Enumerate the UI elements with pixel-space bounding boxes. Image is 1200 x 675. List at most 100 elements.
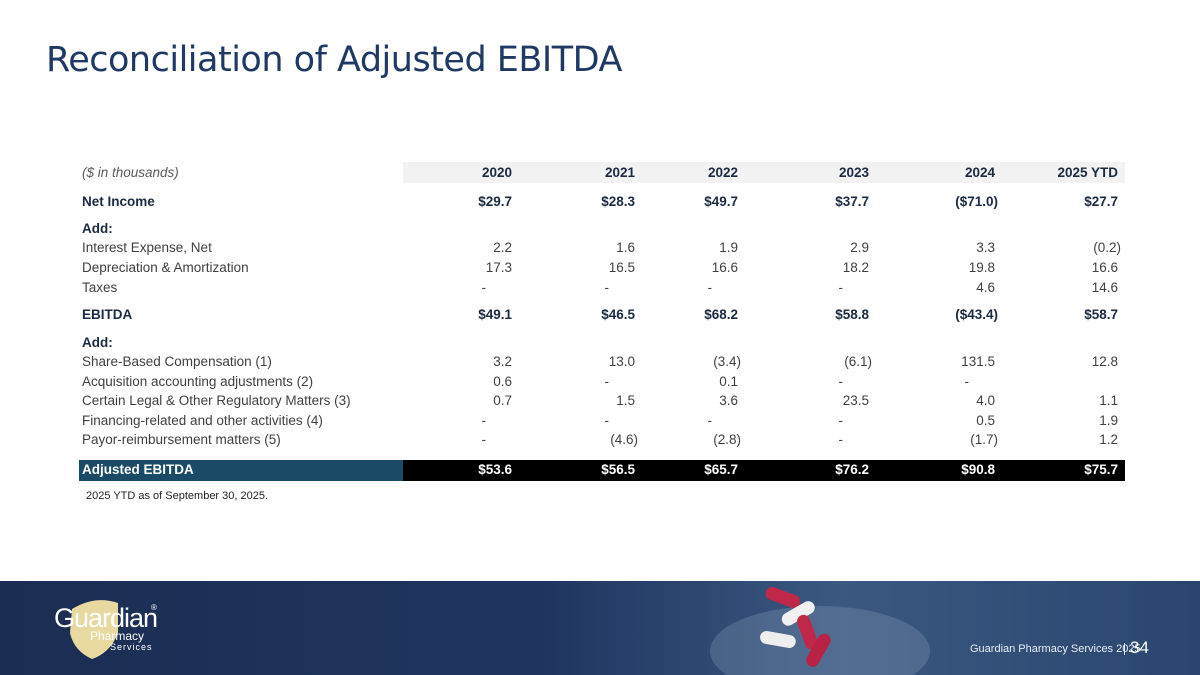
row-label: Share-Based Compensation (1) <box>82 354 272 369</box>
row-label: Financing-related and other activities (… <box>82 413 323 428</box>
table-cell: $90.8 <box>961 462 995 477</box>
row-label: Acquisition accounting adjustments (2) <box>82 374 314 389</box>
table-cell: ($71.0) <box>955 194 998 209</box>
column-header: 2022 <box>707 165 738 180</box>
table-cell: 14.6 <box>1091 280 1118 295</box>
table-cell: 1.2 <box>1099 432 1118 447</box>
total-value-band <box>403 460 1125 481</box>
table-cell: 0.5 <box>976 413 995 428</box>
table-cell: $49.1 <box>478 307 512 322</box>
row-label: Depreciation & Amortization <box>82 260 249 275</box>
table-cell: - <box>838 374 844 389</box>
table-cell: $37.7 <box>835 194 869 209</box>
logo-line2: Services <box>110 642 153 652</box>
table-cell: (2.8) <box>713 432 741 447</box>
table-cell: 4.6 <box>976 280 995 295</box>
column-header: 2023 <box>838 165 869 180</box>
table-cell: (1.7) <box>970 432 998 447</box>
table-cell: ($43.4) <box>955 307 998 322</box>
row-label: Add: <box>82 221 113 236</box>
table-cell: - <box>604 280 610 295</box>
table-cell: $53.6 <box>478 462 512 477</box>
row-label: EBITDA <box>82 307 133 322</box>
footer-separator <box>1124 643 1125 655</box>
row-label: Add: <box>82 335 113 350</box>
table-cell: 17.3 <box>485 260 512 275</box>
table-cell: - <box>481 280 487 295</box>
table-cell: $58.8 <box>835 307 869 322</box>
table-cell: $58.7 <box>1084 307 1118 322</box>
row-label: Adjusted EBITDA <box>82 462 194 477</box>
footer-art <box>70 587 930 675</box>
table-cell: $76.2 <box>835 462 869 477</box>
table-cell: 3.2 <box>493 354 512 369</box>
table-cell: (4.6) <box>610 432 638 447</box>
row-label: Payor-reimbursement matters (5) <box>82 432 281 447</box>
table-cell: $29.7 <box>478 194 512 209</box>
table-cell: - <box>481 413 487 428</box>
table-cell: 12.8 <box>1091 354 1118 369</box>
logo-shield <box>70 600 118 659</box>
table-cell: - <box>707 280 713 295</box>
page-number: 34 <box>1130 638 1149 657</box>
footer-band: Guardian ® Pharmacy Services Guardian Ph… <box>0 581 1200 675</box>
table-cell: $56.5 <box>601 462 635 477</box>
capsules <box>760 587 831 667</box>
total-label-band <box>79 460 403 481</box>
table-cell: - <box>838 280 844 295</box>
table-cell: $68.2 <box>704 307 738 322</box>
row-label: Taxes <box>82 280 118 295</box>
table-cell: 1.9 <box>1099 413 1118 428</box>
table-cell: 16.6 <box>711 260 738 275</box>
column-header: 2025 YTD <box>1057 165 1118 180</box>
table-cell: 1.5 <box>616 393 635 408</box>
row-label: Interest Expense, Net <box>82 240 212 255</box>
header-band <box>403 162 1125 183</box>
table-cell: - <box>481 432 487 447</box>
table-cell: 23.5 <box>842 393 869 408</box>
table-cell: - <box>604 374 610 389</box>
table-cell: 0.1 <box>719 374 738 389</box>
column-header: 2021 <box>604 165 635 180</box>
table-cell: - <box>964 374 970 389</box>
table-cell: (3.4) <box>713 354 741 369</box>
table-cell: 1.1 <box>1099 393 1118 408</box>
table-cell: 0.6 <box>493 374 512 389</box>
column-header: 2024 <box>964 165 995 180</box>
table-cell: 3.6 <box>719 393 738 408</box>
table-cell: 1.6 <box>616 240 635 255</box>
table-cell: $49.7 <box>704 194 738 209</box>
column-header: 2020 <box>481 165 512 180</box>
table-cell: - <box>707 413 713 428</box>
table-cell: 1.9 <box>719 240 738 255</box>
table-cell: 131.5 <box>961 354 995 369</box>
row-label: Net Income <box>82 194 155 209</box>
logo-name: Guardian <box>54 603 158 633</box>
slide-title: Reconciliation of Adjusted EBITDA <box>46 40 622 80</box>
logo-line1: Pharmacy <box>90 629 145 643</box>
table-cell: - <box>838 432 844 447</box>
table-cell: 4.0 <box>976 393 995 408</box>
footnote: 2025 YTD as of September 30, 2025. <box>86 490 269 502</box>
table-cell: (6.1) <box>844 354 872 369</box>
table-cell: 13.0 <box>608 354 635 369</box>
footer-text: Guardian Pharmacy Services 2025 <box>970 643 1141 655</box>
table-cell: (0.2) <box>1093 240 1121 255</box>
logo-mark: ® <box>151 603 157 612</box>
table-cell: $46.5 <box>601 307 635 322</box>
table-cell: 16.5 <box>608 260 635 275</box>
table-cell: 2.2 <box>493 240 512 255</box>
table-cell: 19.8 <box>968 260 995 275</box>
table-cell: - <box>604 413 610 428</box>
table-cell: 2.9 <box>850 240 869 255</box>
table-cell: $65.7 <box>704 462 738 477</box>
table-cell: 0.7 <box>493 393 512 408</box>
table-cell: 3.3 <box>976 240 995 255</box>
table-cell: 18.2 <box>842 260 869 275</box>
row-label: Certain Legal & Other Regulatory Matters… <box>82 393 351 408</box>
table-cell: $28.3 <box>601 194 635 209</box>
table-cell: $75.7 <box>1084 462 1118 477</box>
table-cell: - <box>838 413 844 428</box>
table-cell: $27.7 <box>1084 194 1118 209</box>
